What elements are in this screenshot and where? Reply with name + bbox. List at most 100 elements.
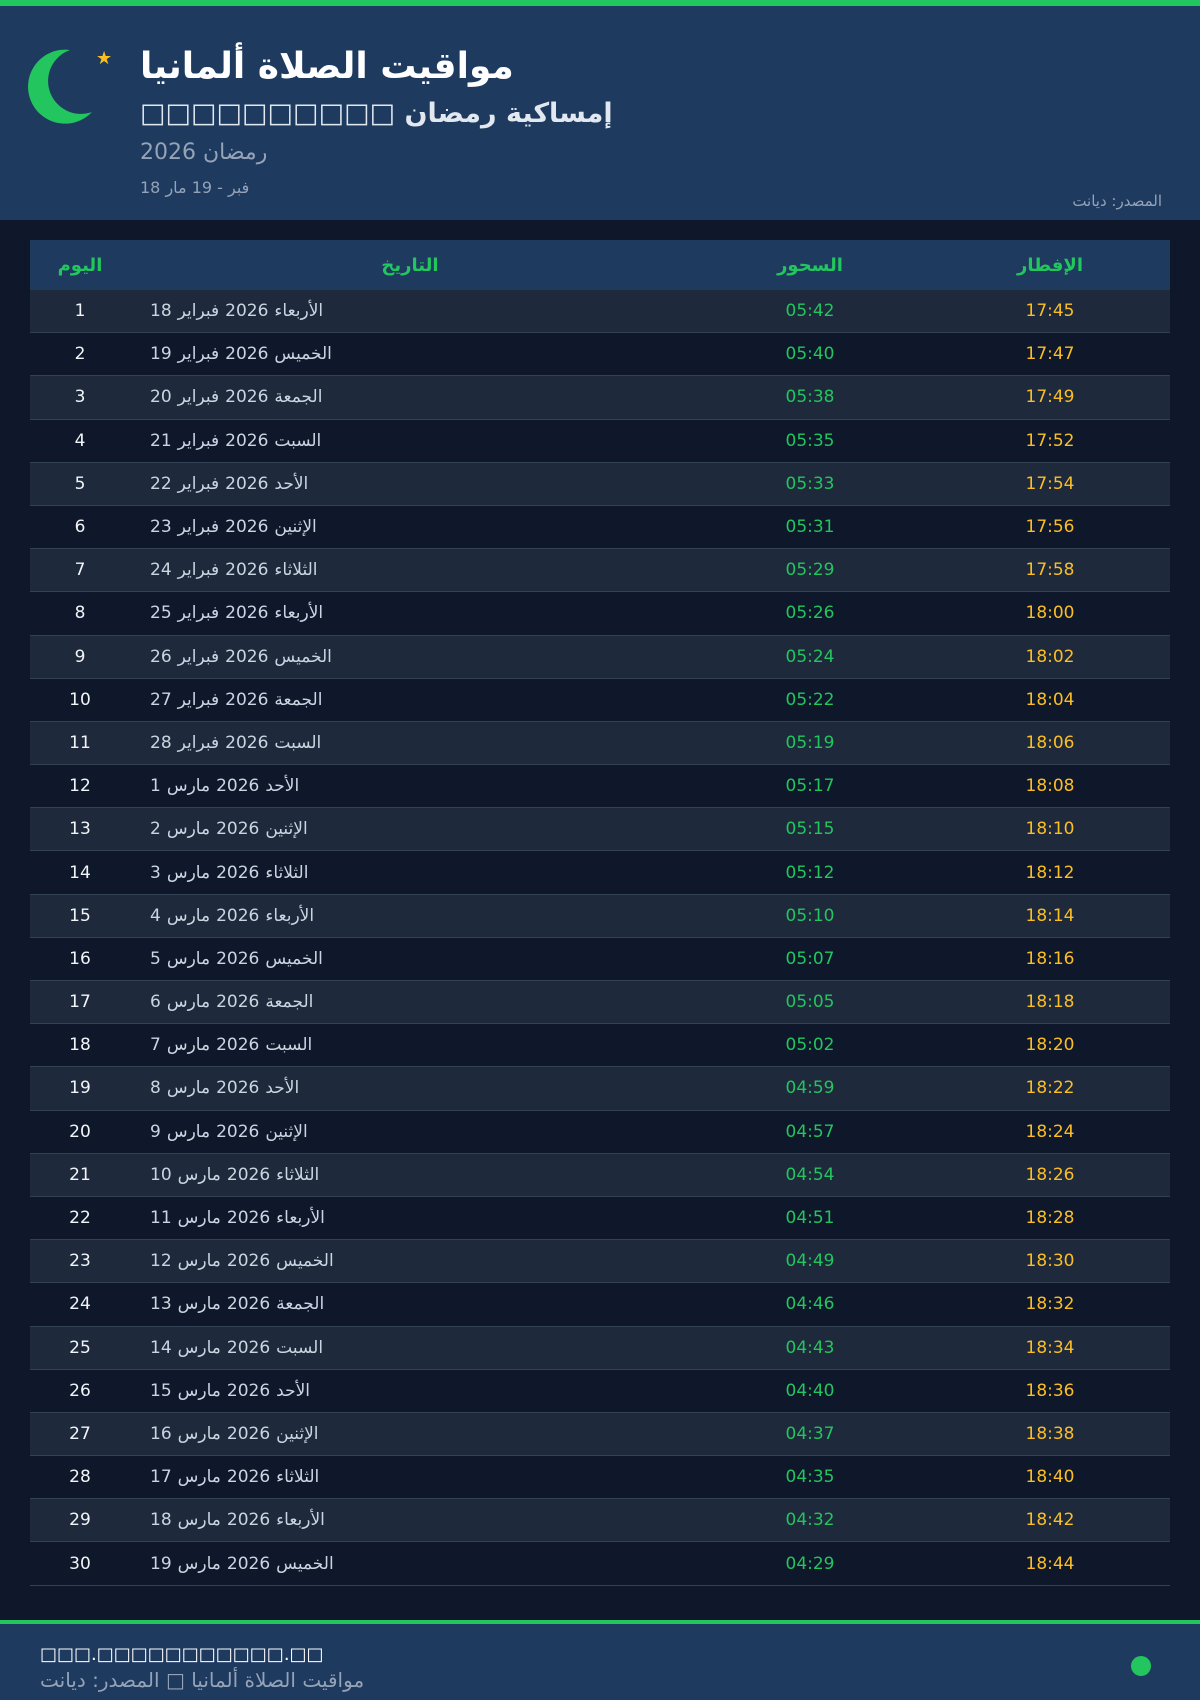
header: ★ مواقيت الصلاة ألمانيا □□□□□□□□□□ إمساك… bbox=[0, 6, 1200, 220]
day-of-month: 19 bbox=[150, 1553, 172, 1574]
suhur-time: 05:12 bbox=[785, 862, 835, 883]
weekday: الخميس bbox=[276, 1553, 334, 1574]
table-row: 9 26 فبراير 2026 الخميس 05:24 18:02 bbox=[30, 635, 1170, 679]
year: 2026 bbox=[216, 1035, 260, 1056]
iftar-time: 17:56 bbox=[1025, 517, 1075, 538]
table-row: 27 16 مارس 2026 الإثنين 04:37 18:38 bbox=[30, 1412, 1170, 1457]
iftar-time: 18:10 bbox=[1025, 819, 1075, 840]
weekday: الأحد bbox=[274, 473, 309, 494]
year: 2026 bbox=[225, 344, 269, 365]
iftar-time: 18:12 bbox=[1025, 862, 1075, 883]
footer-site: □□□.□□□□□□□□□□□.□□ bbox=[40, 1644, 324, 1665]
suhur-time: 05:05 bbox=[785, 992, 835, 1013]
table-row: 20 9 مارس 2026 الإثنين 04:57 18:24 bbox=[30, 1111, 1170, 1154]
year: 2026 bbox=[226, 1467, 271, 1488]
month: فبراير bbox=[177, 560, 220, 581]
weekday: الأحد bbox=[276, 1380, 311, 1401]
day-number: 8 bbox=[74, 603, 86, 624]
day-of-month: 27 bbox=[150, 689, 172, 710]
day-number: 26 bbox=[69, 1380, 91, 1401]
table-row: 11 28 فبراير 2026 السبت 05:19 18:06 bbox=[30, 721, 1170, 766]
month: مارس bbox=[166, 862, 211, 883]
weekday: الإثنين bbox=[265, 1121, 308, 1142]
day-of-month: 11 bbox=[150, 1208, 172, 1229]
weekday: الثلاثاء bbox=[274, 560, 318, 581]
day-of-month: 6 bbox=[150, 992, 161, 1013]
suhur-time: 05:24 bbox=[785, 646, 835, 667]
iftar-time: 18:20 bbox=[1025, 1035, 1075, 1056]
year: 2026 bbox=[226, 1337, 271, 1358]
iftar-time: 18:26 bbox=[1025, 1164, 1075, 1185]
day-of-month: 15 bbox=[150, 1380, 172, 1401]
month: مارس bbox=[177, 1337, 221, 1358]
iftar-time: 18:22 bbox=[1025, 1078, 1075, 1099]
iftar-time: 18:40 bbox=[1025, 1467, 1075, 1488]
month: فبراير bbox=[177, 603, 220, 624]
day-number: 11 bbox=[69, 732, 91, 753]
day-of-month: 13 bbox=[150, 1294, 172, 1315]
date-cell: 27 فبراير 2026 الجمعة bbox=[130, 690, 690, 710]
date-cell: 21 فبراير 2026 السبت bbox=[130, 431, 690, 451]
date-cell: 26 فبراير 2026 الخميس bbox=[130, 647, 690, 667]
weekday: الإثنين bbox=[274, 517, 317, 538]
year: 2026 bbox=[225, 689, 269, 710]
iftar-time: 18:36 bbox=[1025, 1380, 1075, 1401]
day-of-month: 9 bbox=[150, 1121, 161, 1142]
day-of-month: 1 bbox=[150, 776, 161, 797]
day-of-month: 4 bbox=[150, 905, 161, 926]
iftar-time: 18:42 bbox=[1025, 1510, 1075, 1531]
weekday: الأربعاء bbox=[276, 1510, 325, 1531]
suhur-time: 04:49 bbox=[785, 1251, 835, 1272]
weekday: الجمعة bbox=[265, 992, 314, 1013]
table-row: 24 13 مارس 2026 الجمعة 04:46 18:32 bbox=[30, 1283, 1170, 1327]
table-row: 21 10 مارس 2026 الثلاثاء 04:54 18:26 bbox=[30, 1153, 1170, 1197]
day-number: 3 bbox=[74, 387, 86, 408]
col-iftar: الإفطار bbox=[1016, 254, 1083, 276]
date-cell: 19 مارس 2026 الخميس bbox=[130, 1554, 690, 1574]
day-of-month: 8 bbox=[150, 1078, 161, 1099]
month: مارس bbox=[166, 905, 211, 926]
iftar-time: 17:52 bbox=[1025, 430, 1075, 451]
year: 2026 bbox=[225, 301, 269, 322]
date-cell: 13 مارس 2026 الجمعة bbox=[130, 1294, 690, 1314]
suhur-time: 04:59 bbox=[785, 1078, 835, 1099]
table-row: 28 17 مارس 2026 الثلاثاء 04:35 18:40 bbox=[30, 1456, 1170, 1500]
date-cell: 28 فبراير 2026 السبت bbox=[130, 733, 690, 753]
year: 2026 bbox=[225, 646, 269, 667]
year: 2026 bbox=[216, 905, 260, 926]
weekday: الأربعاء bbox=[276, 1208, 325, 1229]
iftar-time: 18:08 bbox=[1025, 776, 1075, 797]
footer-text: مواقيت الصلاة ألمانيا □ المصدر: ديانت bbox=[40, 1668, 365, 1692]
day-number: 6 bbox=[74, 517, 86, 538]
weekday: الجمعة bbox=[276, 1294, 325, 1315]
weekday: الإثنين bbox=[265, 819, 308, 840]
page-title: مواقيت الصلاة ألمانيا bbox=[140, 46, 514, 87]
year: 2026 bbox=[216, 1121, 260, 1142]
date-cell: 14 مارس 2026 السبت bbox=[130, 1338, 690, 1358]
day-of-month: 7 bbox=[150, 1035, 161, 1056]
day-of-month: 18 bbox=[150, 1510, 172, 1531]
crescent-moon-icon bbox=[28, 49, 92, 124]
iftar-time: 18:06 bbox=[1025, 732, 1075, 753]
date-cell: 16 مارس 2026 الإثنين bbox=[130, 1424, 690, 1444]
day-number: 18 bbox=[69, 1035, 91, 1056]
table-row: 5 22 فبراير 2026 الأحد 05:33 17:54 bbox=[30, 462, 1170, 506]
suhur-time: 05:40 bbox=[785, 344, 835, 365]
day-number: 14 bbox=[69, 862, 91, 883]
table-row: 19 8 مارس 2026 الأحد 04:59 18:22 bbox=[30, 1067, 1170, 1111]
suhur-time: 04:35 bbox=[785, 1467, 835, 1488]
date-cell: 11 مارس 2026 الأربعاء bbox=[130, 1208, 690, 1228]
day-of-month: 10 bbox=[150, 1164, 172, 1185]
date-cell: 22 فبراير 2026 الأحد bbox=[130, 474, 690, 494]
suhur-time: 05:26 bbox=[785, 603, 835, 624]
day-number: 12 bbox=[69, 776, 91, 797]
date-cell: 5 مارس 2026 الخميس bbox=[130, 949, 690, 969]
year: 2026 bbox=[226, 1553, 271, 1574]
month: فبراير bbox=[177, 387, 220, 408]
year: 2026 bbox=[226, 1251, 271, 1272]
iftar-time: 18:24 bbox=[1025, 1121, 1075, 1142]
date-cell: 10 مارس 2026 الثلاثاء bbox=[130, 1165, 690, 1185]
iftar-time: 18:00 bbox=[1025, 603, 1075, 624]
day-of-month: 20 bbox=[150, 387, 172, 408]
prayer-times-table: اليوم التاريخ السحور الإفطار 1 18 فبراير 2… bbox=[30, 240, 1170, 1586]
